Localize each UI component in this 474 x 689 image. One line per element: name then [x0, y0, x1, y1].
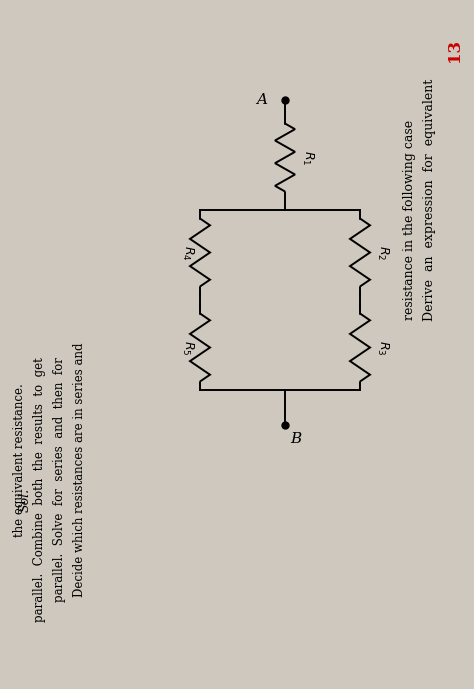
Text: $R_5$: $R_5$: [180, 340, 195, 356]
Text: $R_4$: $R_4$: [180, 245, 195, 260]
Text: parallel.  Solve  for  series  and  then  for: parallel. Solve for series and then for: [54, 358, 66, 602]
Text: the equivalent resistance.: the equivalent resistance.: [13, 383, 27, 537]
Text: $R_1$: $R_1$: [300, 150, 315, 165]
Text: Decide which resistances are in series and: Decide which resistances are in series a…: [73, 342, 86, 597]
Text: parallel.  Combine  both  the  results  to  get: parallel. Combine both the results to ge…: [34, 358, 46, 622]
Text: Derive  an  expression  for  equivalent: Derive an expression for equivalent: [423, 79, 437, 321]
Text: A: A: [256, 93, 267, 107]
Text: $R_2$: $R_2$: [375, 245, 390, 260]
Text: B: B: [290, 432, 301, 446]
Text: Sol.: Sol.: [18, 488, 31, 512]
Text: resistance in the following case: resistance in the following case: [403, 120, 417, 320]
Text: $R_3$: $R_3$: [375, 340, 390, 356]
Text: 13: 13: [447, 39, 464, 61]
